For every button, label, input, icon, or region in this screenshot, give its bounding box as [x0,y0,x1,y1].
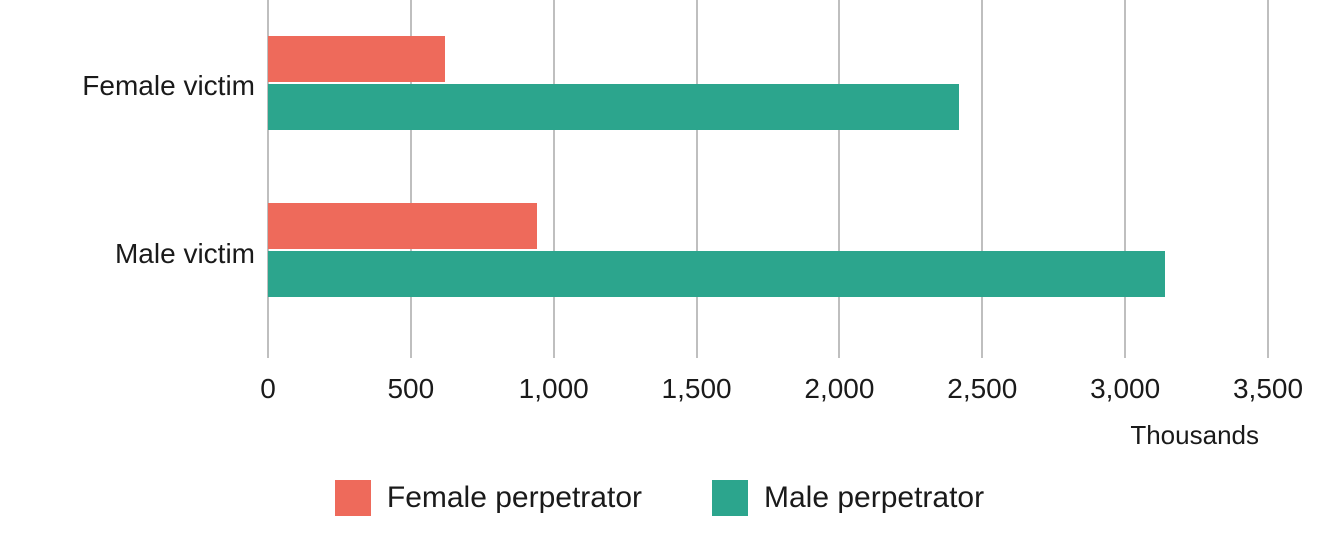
x-tick-label: 1,500 [662,373,732,405]
gridline [1124,0,1126,358]
legend-swatch-icon [712,480,748,516]
x-tick-label: 3,000 [1090,373,1160,405]
plot-area [268,0,1268,358]
x-tick-label: 0 [260,373,276,405]
legend-swatch-icon [335,480,371,516]
category-label: Male victim [15,238,255,270]
legend-item-female: Female perpetrator [335,480,642,516]
gridline [1267,0,1269,358]
legend-label: Male perpetrator [764,481,984,515]
x-tick-label: 2,500 [947,373,1017,405]
gridline [553,0,555,358]
legend: Female perpetrator Male perpetrator [0,480,1319,516]
bar-male [268,84,959,130]
category-label: Female victim [15,70,255,102]
legend-label: Female perpetrator [387,481,642,515]
bar-female [268,203,537,249]
x-tick-label: 500 [387,373,434,405]
gridline [696,0,698,358]
legend-item-male: Male perpetrator [712,480,984,516]
bar-chart: Female victim Male victim 0 500 1,000 1,500… [0,0,1319,538]
gridline [838,0,840,358]
x-tick-label: 3,500 [1233,373,1303,405]
x-axis-title: Thousands [1130,420,1259,451]
gridline [981,0,983,358]
bar-female [268,36,445,82]
x-tick-label: 1,000 [519,373,589,405]
x-tick-label: 2,000 [804,373,874,405]
bar-male [268,251,1165,297]
